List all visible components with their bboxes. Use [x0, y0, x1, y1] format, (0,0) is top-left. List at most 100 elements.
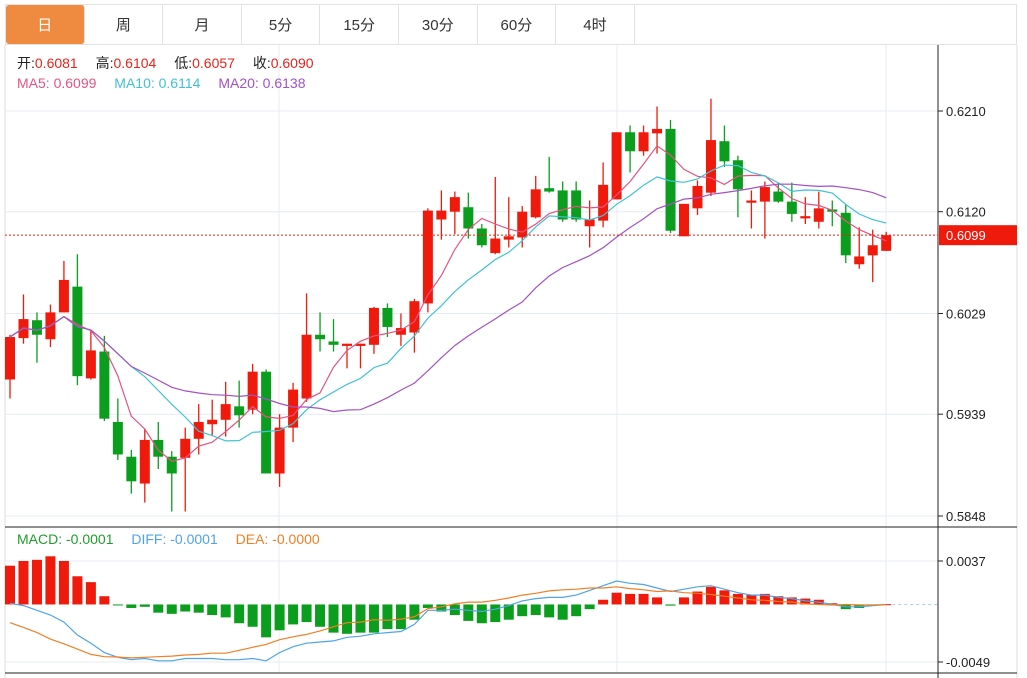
candle-body: [261, 371, 272, 474]
macd-bar: [18, 561, 29, 605]
candle-body: [315, 334, 326, 340]
macd-bar: [261, 604, 272, 638]
candle-body: [449, 197, 460, 212]
macd-bar: [395, 604, 406, 630]
candle-body: [342, 343, 352, 346]
candle-body: [476, 228, 487, 246]
candle-body: [463, 207, 474, 229]
candle-body: [732, 160, 743, 190]
macd-bar: [544, 604, 555, 618]
macd-bar: [58, 561, 69, 605]
macd-bar: [827, 603, 838, 605]
macd-bar: [517, 604, 528, 617]
candle-body: [139, 439, 150, 484]
macd-bar: [315, 604, 326, 627]
price-axis: 0.6210 0.6120 0.6029 0.5939 0.5848 0.0037 -0.0…: [5, 45, 1017, 678]
macd-bar: [786, 597, 797, 605]
period-tabs: 日周月 5分 15分 30分 60分 4时: [5, 4, 1017, 45]
macd-bar: [180, 604, 191, 612]
macd-bar: [503, 604, 514, 620]
tab-7[interactable]: 4时: [556, 5, 635, 44]
candle-body: [5, 336, 15, 380]
macd-bar: [288, 604, 299, 625]
tab-4[interactable]: 15分: [320, 5, 399, 44]
macd-bar: [732, 593, 743, 605]
candle-body: [517, 211, 528, 238]
candle-body: [800, 216, 811, 219]
candle-body: [840, 212, 851, 256]
macd-bar: [773, 596, 784, 605]
open-label: 开:: [17, 55, 35, 71]
macd-bar: [193, 604, 204, 613]
candle-body: [625, 132, 636, 152]
macd-bar: [692, 591, 703, 605]
ma20-line: [9, 183, 887, 413]
macd-bar: [652, 597, 663, 605]
candle-body: [99, 351, 110, 419]
candle-body: [813, 208, 824, 222]
tab-5[interactable]: 30分: [399, 5, 478, 44]
high-label: 高:: [95, 55, 114, 71]
candle-body: [719, 141, 730, 162]
candle-body: [773, 191, 784, 202]
tab-0[interactable]: 日: [6, 5, 85, 44]
candle-body: [247, 371, 258, 410]
candle-body: [207, 419, 218, 425]
candle-body: [854, 256, 865, 265]
macd-bar: [665, 604, 676, 606]
candle-body: [355, 343, 366, 346]
candle-body: [503, 236, 514, 240]
macd-bar: [368, 604, 379, 633]
candle-body: [665, 128, 676, 231]
last-price-label: 0.6099: [946, 228, 986, 243]
tab-6[interactable]: 60分: [478, 5, 557, 44]
candle-body: [652, 128, 663, 134]
macd-bar: [126, 604, 137, 608]
candle-body: [759, 187, 770, 202]
candle-body: [234, 406, 245, 416]
candle-body: [746, 200, 757, 203]
tab-1[interactable]: 周: [85, 5, 164, 44]
grid-lines: [4, 45, 1018, 678]
macd-bar: [72, 576, 83, 605]
macd-bar: [476, 604, 487, 624]
macd-bar: [719, 590, 730, 605]
candle-body: [490, 238, 501, 254]
price-tick-label: 0.6029: [946, 307, 986, 322]
macd-bar: [234, 604, 245, 624]
tab-3[interactable]: 5分: [242, 5, 321, 44]
macd-bar: [759, 593, 770, 605]
macd-bar: [301, 604, 312, 623]
candles: [5, 98, 892, 512]
candle-body: [85, 350, 96, 379]
low-label: 低:: [174, 55, 193, 71]
diff-line: [9, 580, 887, 662]
candle-body: [436, 210, 447, 220]
macd-bar: [409, 604, 420, 620]
macd-tick-label: 0.0037: [946, 554, 986, 569]
macd-bar: [207, 604, 218, 616]
candle-body: [571, 190, 582, 220]
ma5-line: [9, 145, 887, 462]
diff-value: DIFF: -0.0001: [131, 531, 218, 547]
dea-line: [9, 586, 887, 659]
macd-bar: [625, 593, 636, 605]
candle-body: [786, 201, 797, 214]
macd-bar: [166, 604, 177, 614]
macd-tick-label: -0.0049: [946, 655, 990, 670]
macd-bar: [557, 604, 568, 620]
tab-2[interactable]: 月: [163, 5, 242, 44]
candle-body: [867, 245, 878, 256]
open-value: 0.6081: [34, 55, 78, 71]
candle-body: [409, 301, 420, 333]
macd-bar: [342, 604, 352, 634]
macd-bar: [584, 604, 595, 610]
high-value: 0.6104: [113, 55, 157, 71]
dea-value: DEA: -0.0000: [235, 531, 320, 547]
macd-bar: [355, 604, 366, 633]
candle-body: [72, 286, 83, 377]
macd-bar: [274, 604, 285, 631]
macd-legend: MACD: -0.0001 DIFF: -0.0001 DEA: -0.0000: [17, 531, 320, 547]
price-tick-label: 0.5848: [946, 509, 986, 524]
